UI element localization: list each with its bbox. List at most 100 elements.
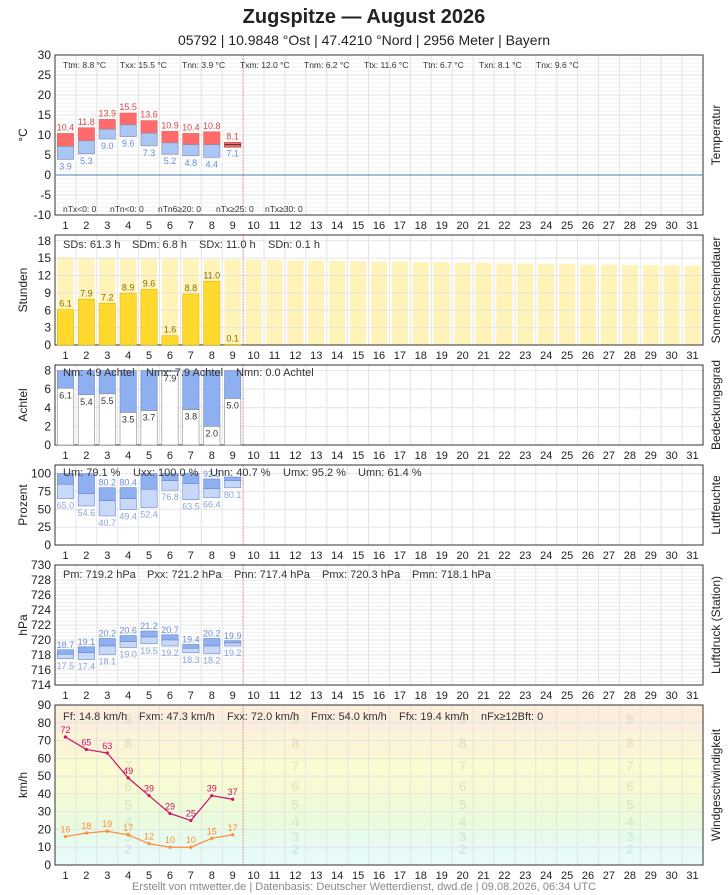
possible-sunshine-bar — [391, 261, 409, 345]
panel-frame-pressure — [54, 564, 704, 686]
x-tick-label: 24 — [540, 350, 552, 362]
sunshine-label: 11.0 — [203, 270, 220, 280]
x-tick-label: 4 — [125, 350, 131, 362]
possible-sunshine-bar — [579, 264, 597, 345]
pressure-lower-bar — [161, 639, 179, 647]
panel-frame-humidity — [54, 464, 704, 546]
side-label: Sonnenscheindauer — [709, 237, 723, 344]
beaufort-band — [55, 854, 703, 865]
x-tick-label: 1 — [62, 350, 68, 362]
pressure-upper-bar — [224, 640, 242, 644]
x-tick-label: 15 — [352, 870, 364, 882]
x-tick-label: 9 — [230, 550, 236, 562]
humidity-max-label: 80.4 — [119, 478, 137, 488]
y-tick-label: 726 — [31, 588, 51, 602]
tmin-label: 4.4 — [206, 159, 219, 169]
humidity-upper-bar — [203, 478, 221, 489]
y-tick-label: 0 — [44, 538, 51, 552]
x-tick-label: 18 — [415, 450, 427, 462]
wind-stat: Ff: 14.8 km/h — [63, 711, 127, 723]
y-tick-label: 0 — [44, 338, 51, 352]
x-tick-label: 27 — [603, 550, 615, 562]
pressure-upper-bar — [56, 649, 74, 655]
x-tick-label: 19 — [436, 450, 448, 462]
x-tick-label: 29 — [645, 550, 657, 562]
x-tick-label: 13 — [310, 220, 322, 232]
x-tick-label: 10 — [247, 220, 259, 232]
pressure-lower-bar — [119, 641, 137, 648]
x-tick-label: 5 — [146, 550, 152, 562]
x-tick-label: 13 — [310, 350, 322, 362]
tmax-label: 13.6 — [140, 110, 158, 120]
tmin-bar — [140, 132, 158, 147]
x-tick-label: 20 — [456, 550, 468, 562]
temperature-count: nTx≥30: 0 — [265, 204, 303, 214]
y-axis-label: hPa — [16, 614, 30, 636]
y-tick-label: 4 — [44, 401, 51, 415]
possible-sunshine-bar — [433, 262, 450, 345]
tmax-label: 11.8 — [78, 117, 95, 127]
wind-gust-label: 72 — [60, 725, 70, 735]
beaufort-number: 3 — [291, 829, 299, 845]
x-tick-label: 3 — [104, 870, 110, 882]
y-tick-label: 25 — [38, 68, 52, 82]
humidity-stat: Um: 79.1 % — [63, 467, 121, 479]
pressure-max-label: 20.2 — [98, 629, 116, 639]
x-tick-label: 27 — [603, 450, 615, 462]
tmin-label: 3.9 — [59, 161, 72, 171]
x-tick-label: 5 — [146, 220, 152, 232]
pressure-min-label: 17.4 — [78, 662, 96, 672]
tmin-label: 9.6 — [122, 139, 135, 149]
humidity-upper-bar — [119, 487, 137, 499]
beaufort-number: 3 — [626, 829, 634, 845]
y-tick-label: 30 — [38, 805, 52, 819]
sunshine-stat: SDm: 6.8 h — [132, 239, 187, 251]
x-tick-label: 4 — [125, 450, 131, 462]
x-tick-label: 16 — [373, 450, 385, 462]
clear-sky-bar — [56, 387, 74, 446]
y-axis-label: Achtel — [16, 388, 30, 421]
x-tick-label: 31 — [686, 220, 698, 232]
y-axis-label: Prozent — [16, 484, 30, 526]
clear-sky-bar — [140, 410, 158, 446]
cloud-stat: Nmn: 0.0 Achtel — [236, 367, 314, 379]
beaufort-number: 5 — [291, 797, 299, 813]
tmax-bar — [182, 133, 200, 145]
wind-gust-point — [147, 794, 151, 798]
x-tick-label: 28 — [624, 450, 636, 462]
wind-mean-label: 10 — [186, 835, 196, 845]
y-tick-label: 30 — [38, 48, 52, 62]
cloud-label: 3.5 — [122, 414, 135, 424]
x-tick-label: 12 — [289, 690, 301, 702]
pressure-max-label: 18.7 — [57, 640, 75, 650]
possible-sunshine-bar — [161, 258, 179, 345]
beaufort-number: 9 — [459, 711, 467, 727]
beaufort-number: 8 — [291, 735, 299, 751]
y-tick-label: 6 — [44, 382, 51, 396]
wind-stat: Fxm: 47.3 km/h — [139, 711, 215, 723]
wind-gust-point — [84, 747, 88, 752]
possible-sunshine-bar — [475, 262, 492, 345]
beaufort-band — [55, 731, 703, 755]
beaufort-band — [55, 829, 703, 844]
pressure-upper-bar — [119, 635, 137, 642]
x-tick-label: 13 — [310, 690, 322, 702]
beaufort-number: 6 — [626, 778, 634, 794]
possible-sunshine-bar — [538, 263, 555, 345]
x-tick-label: 17 — [394, 450, 406, 462]
pressure-min-label: 19.5 — [140, 646, 158, 656]
cloud-label: 5.4 — [80, 397, 93, 407]
x-tick-label: 30 — [666, 550, 678, 562]
cloud-label: 6.1 — [59, 390, 72, 400]
x-tick-label: 7 — [188, 220, 194, 232]
pressure-min-label: 18.3 — [182, 655, 200, 665]
x-tick-label: 26 — [582, 350, 594, 362]
beaufort-number: 9 — [124, 711, 132, 727]
wind-gust-label: 29 — [165, 801, 175, 811]
pressure-min-label: 18.1 — [98, 656, 116, 666]
x-tick-label: 29 — [645, 870, 657, 882]
possible-sunshine-bar — [370, 261, 388, 345]
beaufort-band — [55, 795, 703, 814]
x-tick-label: 23 — [519, 690, 531, 702]
